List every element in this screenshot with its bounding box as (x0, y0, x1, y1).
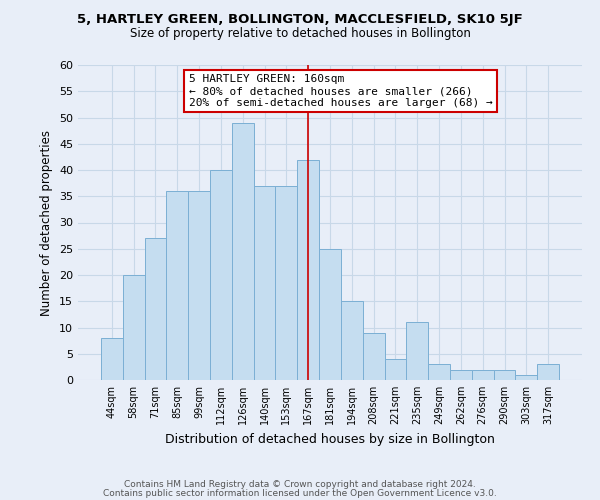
Bar (166, 191, 188, 380)
Bar (297, 160, 319, 380)
Text: Contains public sector information licensed under the Open Government Licence v3: Contains public sector information licen… (103, 489, 497, 498)
Bar (385, 359, 406, 380)
Bar (450, 370, 472, 380)
Bar (319, 248, 341, 380)
Text: Size of property relative to detached houses in Bollington: Size of property relative to detached ho… (130, 28, 470, 40)
Bar (210, 170, 232, 380)
Bar (472, 370, 494, 380)
Y-axis label: Number of detached properties: Number of detached properties (40, 130, 53, 316)
Bar (254, 186, 275, 380)
Text: 5 HARTLEY GREEN: 160sqm
← 80% of detached houses are smaller (266)
20% of semi-d: 5 HARTLEY GREEN: 160sqm ← 80% of detache… (189, 74, 493, 108)
Text: Contains HM Land Registry data © Crown copyright and database right 2024.: Contains HM Land Registry data © Crown c… (124, 480, 476, 489)
Bar (341, 301, 363, 380)
Bar (494, 370, 515, 380)
Text: 5, HARTLEY GREEN, BOLLINGTON, MACCLESFIELD, SK10 5JF: 5, HARTLEY GREEN, BOLLINGTON, MACCLESFIE… (77, 12, 523, 26)
X-axis label: Distribution of detached houses by size in Bollington: Distribution of detached houses by size … (165, 432, 495, 446)
Bar (188, 191, 210, 380)
Bar (363, 333, 385, 380)
Bar (537, 364, 559, 380)
Bar (406, 322, 428, 380)
Bar (275, 186, 297, 380)
Bar (123, 275, 145, 380)
Bar (428, 364, 450, 380)
Bar (515, 375, 537, 380)
Bar (232, 122, 254, 380)
Bar (101, 338, 123, 380)
Bar (145, 238, 166, 380)
